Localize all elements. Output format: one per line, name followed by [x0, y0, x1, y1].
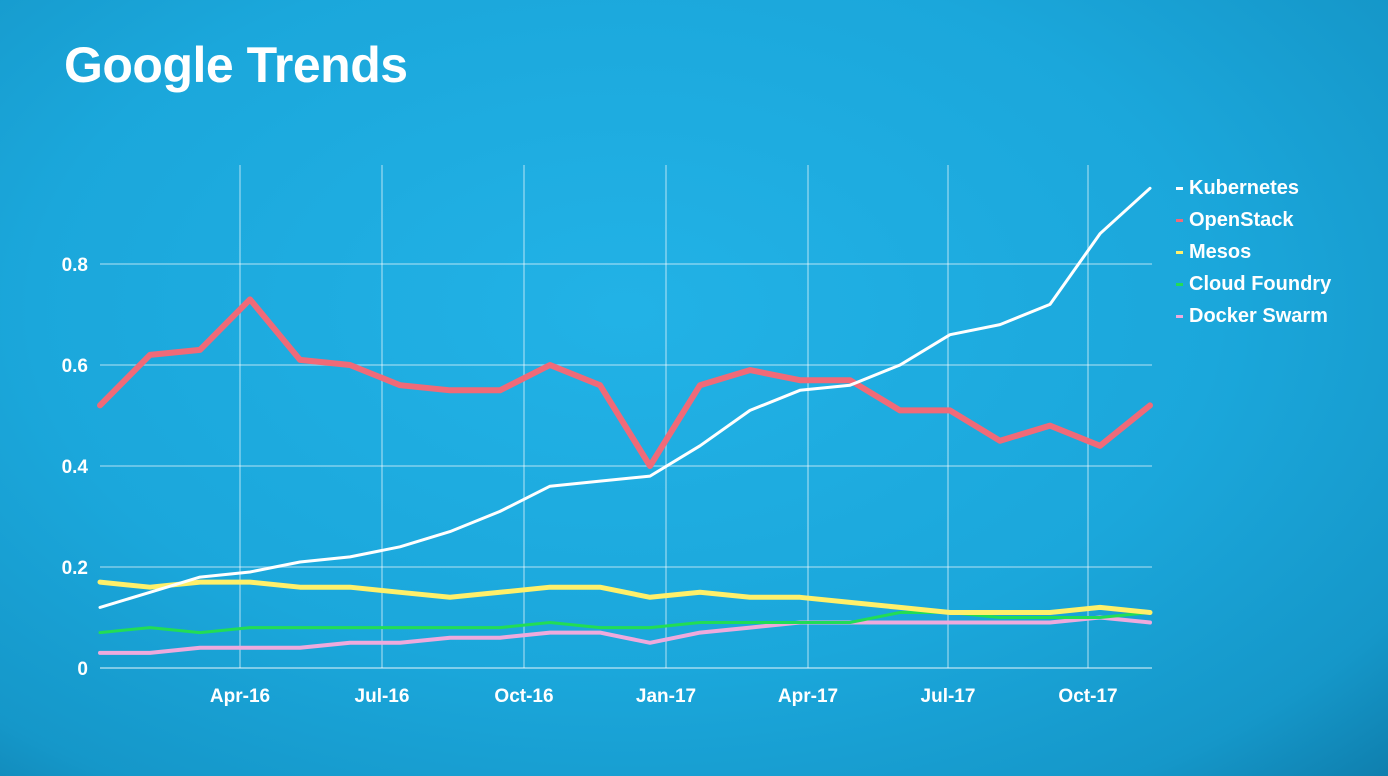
y-tick-label: 0.2 [62, 558, 88, 579]
legend-label: Mesos [1189, 240, 1252, 263]
legend-swatch [1176, 218, 1183, 222]
series-line-openstack [97, 296, 1153, 469]
legend-label: OpenStack [1189, 208, 1294, 231]
grid [100, 165, 1152, 669]
legend: Kubernetes OpenStack Mesos Cloud Foundry Doc… [1176, 172, 1331, 332]
legend-item: Docker Swarm [1176, 300, 1331, 332]
legend-label: Cloud Foundry [1189, 272, 1332, 295]
legend-label: Docker Swarm [1189, 304, 1328, 327]
series-line-kubernetes [98, 186, 1152, 609]
legend-swatch [1176, 250, 1183, 254]
y-tick-label: 0.6 [62, 356, 88, 377]
series-line-docker-swarm [98, 615, 1152, 655]
legend-item: Kubernetes [1176, 172, 1331, 204]
y-tick-label: 0 [77, 659, 88, 680]
x-tick-label: Jan-17 [636, 686, 696, 707]
legend-item: Cloud Foundry [1176, 268, 1331, 300]
x-tick-label: Jul-16 [355, 686, 410, 707]
x-tick-label: Apr-16 [210, 686, 270, 707]
x-tick-label: Oct-17 [1058, 686, 1117, 707]
series-line-mesos [97, 579, 1153, 615]
x-tick-label: Oct-16 [494, 686, 553, 707]
x-tick-label: Jul-17 [921, 686, 976, 707]
legend-item: Mesos [1176, 236, 1331, 268]
y-tick-label: 0.8 [62, 255, 88, 276]
legend-item: OpenStack [1176, 204, 1331, 236]
y-tick-label: 0.4 [62, 457, 89, 478]
legend-label: Kubernetes [1189, 176, 1300, 199]
series-lines [97, 186, 1153, 655]
x-tick-label: Apr-17 [778, 686, 838, 707]
x-axis-ticks: Apr-16 Jul-16 Oct-16 Jan-17 Apr-17 Jul-17 Oct-… [210, 686, 1118, 707]
legend-swatch [1176, 314, 1183, 318]
chart-title: Google Trends [64, 37, 408, 93]
legend-swatch [1176, 282, 1183, 286]
legend-swatch [1176, 186, 1183, 190]
y-axis-ticks: 0 0.2 0.4 0.6 0.8 [62, 255, 89, 680]
